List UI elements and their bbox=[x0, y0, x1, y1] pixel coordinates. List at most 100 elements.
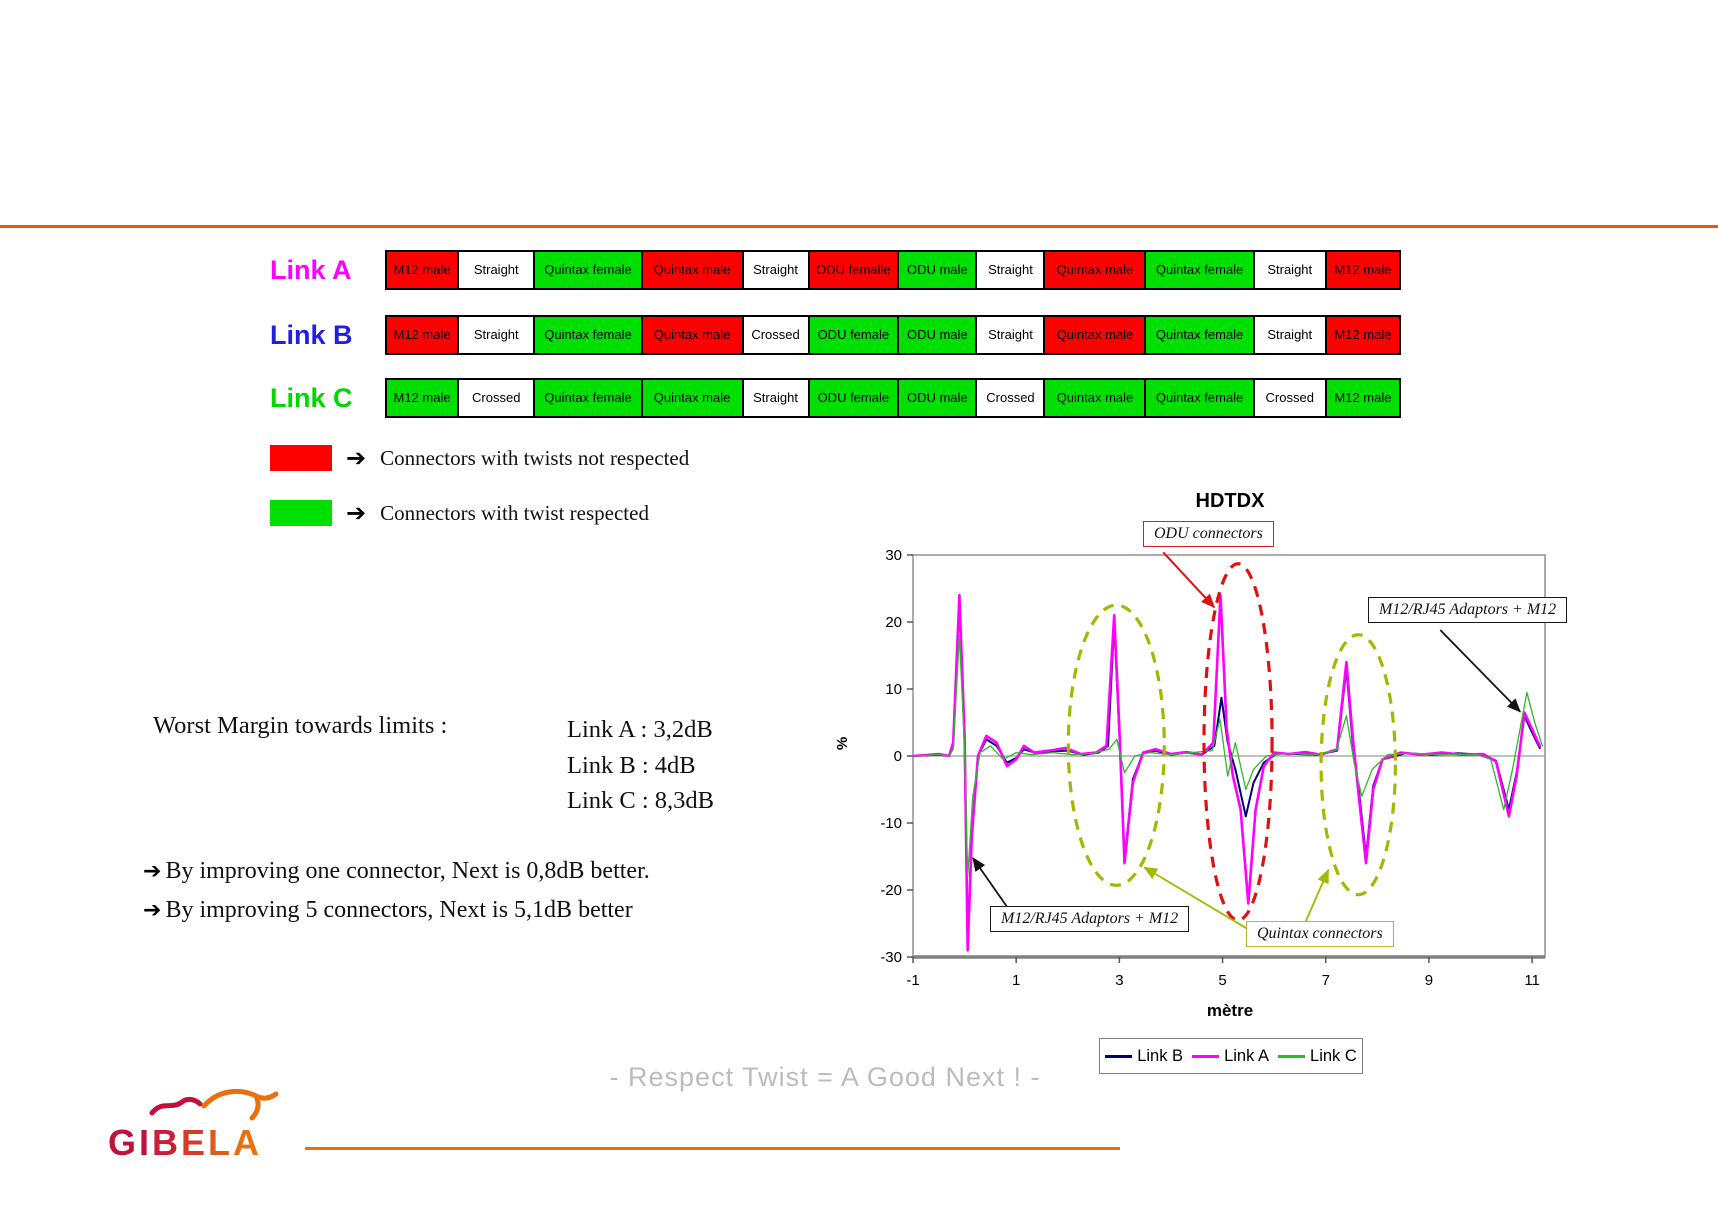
legend-item-label: Link C bbox=[1310, 1046, 1357, 1065]
hdtdx-chart: 30 20 10 0 -10 -20 -30 -1 1 3 5 7 9 11 HDTDX % mètre … bbox=[830, 440, 1630, 1120]
y-tick-label: -20 bbox=[880, 882, 902, 899]
link-row-label: Link C bbox=[270, 383, 353, 413]
connector-cell: Straight bbox=[1252, 250, 1327, 290]
legend-line-swatch bbox=[1105, 1054, 1133, 1058]
chart-legend-item: Link B bbox=[1105, 1047, 1183, 1066]
x-tick-label: 11 bbox=[1524, 972, 1540, 989]
logo-letter: I bbox=[139, 1122, 153, 1163]
chart-canvas: 30 20 10 0 -10 -20 -30-1 1 3 5 7 9 11 bbox=[880, 547, 1546, 989]
legend-line-swatch bbox=[1278, 1054, 1306, 1058]
connector-cell: Quintax male bbox=[640, 378, 744, 418]
connector-cell: Quintax male bbox=[1043, 378, 1147, 418]
connector-cell: Quintax male bbox=[1043, 250, 1147, 290]
link-row-label: Link B bbox=[270, 320, 353, 350]
connector-cell: M12 male bbox=[385, 250, 460, 290]
logo-letter: B bbox=[152, 1122, 182, 1163]
annotation-box-m12-adaptors-top: M12/RJ45 Adaptors + M12 bbox=[1368, 597, 1568, 623]
connector-cell: M12 male bbox=[1324, 315, 1401, 355]
link-row: Link B M12 male Straight Quintax female Quin… bbox=[0, 315, 1718, 355]
connector-cell: ODU femalle bbox=[807, 250, 900, 290]
connector-cell: Crossed bbox=[457, 378, 536, 418]
logo-letter: A bbox=[233, 1122, 263, 1163]
connector-cell: ODU male bbox=[897, 315, 978, 355]
annotation-box-quintax-connectors: Quintax connectors bbox=[1246, 921, 1394, 947]
link-row-label: Link A bbox=[270, 255, 352, 285]
chart-legend-item: Link C bbox=[1278, 1047, 1357, 1066]
connector-cell: M12 male bbox=[1324, 378, 1401, 418]
conclusion-bullets: ➔ By improving one connector, Next is 0,8… bbox=[143, 852, 650, 930]
connector-cell: Crossed bbox=[975, 378, 1046, 418]
arrow-right-icon: ➔ bbox=[143, 859, 162, 884]
margin-values: Link A : 3,2dB Link B : 4dB Link C : 8,3dB bbox=[567, 712, 714, 819]
y-axis-label: % bbox=[834, 736, 852, 751]
arrow-right-icon: ➔ bbox=[143, 898, 162, 923]
logo-letter: E bbox=[181, 1122, 209, 1163]
x-tick-label: 9 bbox=[1425, 972, 1433, 989]
quintax-arrow-1 bbox=[1143, 866, 1247, 929]
connector-cell: Crossed bbox=[1252, 378, 1327, 418]
connector-cell: M12 male bbox=[385, 315, 460, 355]
y-tick-label: -10 bbox=[880, 815, 902, 832]
connector-cell: Straight bbox=[975, 315, 1046, 355]
m12-bottom-arrow bbox=[972, 857, 1009, 909]
link-row: Link A M12 male Straight Quintax female Quin… bbox=[0, 250, 1718, 290]
connector-cells: M12 male Straight Quintax female Quintax ma… bbox=[385, 315, 1401, 355]
twist-legend-item: ➔ Connectors with twist respected bbox=[270, 498, 649, 528]
connector-cells: M12 male Straight Quintax female Quintax ma… bbox=[385, 250, 1401, 290]
quintax-arrow-2 bbox=[1304, 868, 1330, 924]
x-tick-label: 3 bbox=[1115, 972, 1123, 989]
chart-legend-item: Link A bbox=[1192, 1047, 1269, 1066]
y-tick-label: -30 bbox=[880, 949, 902, 966]
x-tick-label: 1 bbox=[1012, 972, 1020, 989]
color-swatch bbox=[270, 445, 332, 471]
chart-title: HDTDX bbox=[1195, 490, 1265, 512]
connector-cell: Quintax male bbox=[640, 315, 744, 355]
color-swatch bbox=[270, 500, 332, 526]
connector-cell: Quintax female bbox=[1144, 315, 1255, 355]
connector-cell: Straight bbox=[975, 250, 1046, 290]
arrow-right-icon: ➔ bbox=[346, 444, 367, 472]
x-tick-label: 5 bbox=[1218, 972, 1226, 989]
annotation-box-odu-connectors: ODU connectors bbox=[1143, 521, 1274, 547]
gibela-logo-text: GIBELA bbox=[108, 1122, 262, 1164]
springbok-icon bbox=[149, 1088, 279, 1121]
connector-cell: Quintax female bbox=[533, 250, 643, 290]
m12-top-arrow bbox=[1439, 629, 1521, 713]
legend-item-label: Link A bbox=[1224, 1046, 1270, 1065]
margins-heading: Worst Margin towards limits : bbox=[153, 712, 448, 739]
y-tick-label: 30 bbox=[885, 547, 902, 564]
connector-cell: ODU female bbox=[807, 378, 900, 418]
x-axis-label: mètre bbox=[1206, 1001, 1254, 1020]
x-tick-label: 7 bbox=[1322, 972, 1330, 989]
connector-cell: ODU female bbox=[807, 315, 900, 355]
twist-legend-text: Connectors with twists not respected bbox=[380, 445, 690, 470]
odu-ellipse bbox=[1202, 562, 1274, 922]
quintax-ellipse-1 bbox=[1066, 603, 1166, 887]
odu-arrow bbox=[1162, 551, 1216, 608]
arrow-right-icon: ➔ bbox=[346, 499, 367, 527]
twist-legend-item: ➔ Connectors with twists not respected bbox=[270, 443, 689, 473]
twist-legend-text: Connectors with twist respected bbox=[380, 500, 649, 525]
connector-cell: Quintax female bbox=[533, 315, 643, 355]
bullet-item: ➔ By improving 5 connectors, Next is 5,1d… bbox=[143, 891, 650, 930]
margin-value: Link A : 3,2dB bbox=[567, 716, 713, 743]
connector-cell: Quintax female bbox=[1144, 378, 1255, 418]
logo-letter: G bbox=[108, 1122, 140, 1163]
connector-cell: Crossed bbox=[741, 315, 810, 355]
connector-cell: ODU male bbox=[897, 250, 978, 290]
legend-line-swatch bbox=[1192, 1054, 1220, 1058]
connector-cell: M12 male bbox=[1324, 250, 1401, 290]
motto-text: - Respect Twist = A Good Next ! - bbox=[609, 1062, 1041, 1092]
logo-underline bbox=[305, 1147, 1120, 1150]
connector-cell: Straight bbox=[1252, 315, 1327, 355]
logo-letter: L bbox=[208, 1122, 234, 1163]
connector-cell: Quintax female bbox=[533, 378, 643, 418]
connector-cell: Straight bbox=[457, 250, 536, 290]
connector-cell: Quintax male bbox=[640, 250, 744, 290]
link-row: Link C M12 male Crossed Quintax female Quint… bbox=[0, 378, 1718, 418]
bullet-text: By improving 5 connectors, Next is 5,1dB… bbox=[165, 897, 633, 923]
y-tick-label: 0 bbox=[894, 748, 902, 765]
legend-item-label: Link B bbox=[1137, 1046, 1184, 1065]
margin-value: Link B : 4dB bbox=[567, 751, 696, 779]
